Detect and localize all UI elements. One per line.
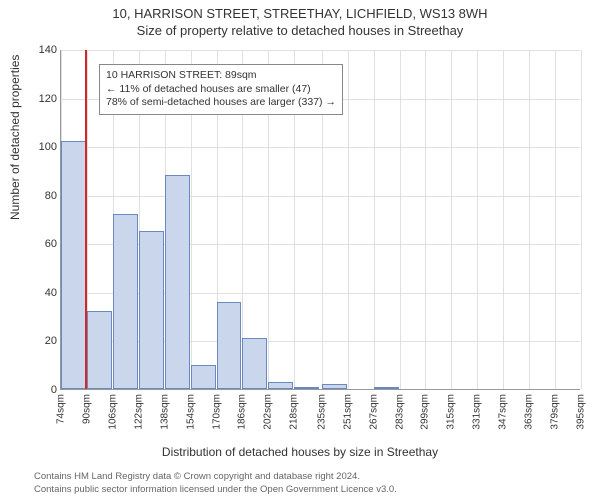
footer-line2: Contains public sector information licen… <box>34 484 397 496</box>
x-tick: 170sqm <box>211 394 222 430</box>
histogram-bar <box>61 141 86 389</box>
y-tick: 120 <box>27 93 57 105</box>
histogram-bar <box>139 231 164 389</box>
gridline-v <box>374 50 375 389</box>
x-tick: 218sqm <box>289 394 300 430</box>
footer-attribution: Contains HM Land Registry data © Crown c… <box>34 471 397 496</box>
histogram-bar <box>87 311 112 389</box>
gridline-v <box>503 50 504 389</box>
x-tick: 90sqm <box>81 394 92 424</box>
gridline-v <box>581 50 582 389</box>
y-tick: 40 <box>27 287 57 299</box>
annotation-box: 10 HARRISON STREET: 89sqm← 11% of detach… <box>99 64 343 115</box>
x-tick: 331sqm <box>472 394 483 430</box>
x-tick: 251sqm <box>342 394 353 430</box>
gridline-v <box>529 50 530 389</box>
annotation-line2: ← 11% of detached houses are smaller (47… <box>106 83 336 97</box>
gridline-v <box>400 50 401 389</box>
x-tick: 202sqm <box>263 394 274 430</box>
plot-area: 02040608010012014074sqm90sqm106sqm122sqm… <box>60 50 580 390</box>
histogram-bar <box>268 382 293 389</box>
x-tick: 122sqm <box>133 394 144 430</box>
histogram-bar <box>165 175 190 389</box>
footer-line1: Contains HM Land Registry data © Crown c… <box>34 471 397 483</box>
gridline-v <box>451 50 452 389</box>
x-tick: 235sqm <box>316 394 327 430</box>
y-tick: 100 <box>27 141 57 153</box>
annotation-line1: 10 HARRISON STREET: 89sqm <box>106 69 336 83</box>
address-line: 10, HARRISON STREET, STREETHAY, LICHFIEL… <box>0 6 600 21</box>
y-tick: 80 <box>27 190 57 202</box>
y-tick: 0 <box>27 384 57 396</box>
histogram-bar <box>374 387 399 389</box>
y-tick: 20 <box>27 335 57 347</box>
y-axis-label: Number of detached properties <box>8 55 22 220</box>
y-tick: 140 <box>27 44 57 56</box>
x-tick: 267sqm <box>368 394 379 430</box>
x-tick: 347sqm <box>498 394 509 430</box>
x-axis-label: Distribution of detached houses by size … <box>0 445 600 459</box>
x-tick: 154sqm <box>185 394 196 430</box>
x-tick: 315sqm <box>446 394 457 430</box>
x-tick: 74sqm <box>56 394 67 424</box>
chart-header: 10, HARRISON STREET, STREETHAY, LICHFIEL… <box>0 0 600 38</box>
chart-area: 02040608010012014074sqm90sqm106sqm122sqm… <box>60 50 580 420</box>
gridline-v <box>425 50 426 389</box>
subtitle-line: Size of property relative to detached ho… <box>0 23 600 38</box>
x-tick: 283sqm <box>394 394 405 430</box>
x-tick: 138sqm <box>159 394 170 430</box>
x-tick: 106sqm <box>107 394 118 430</box>
x-tick: 363sqm <box>524 394 535 430</box>
histogram-bar <box>113 214 138 389</box>
x-tick: 186sqm <box>237 394 248 430</box>
histogram-bar <box>217 302 242 389</box>
gridline-v <box>348 50 349 389</box>
x-tick: 395sqm <box>576 394 587 430</box>
gridline-v <box>555 50 556 389</box>
histogram-bar <box>322 384 347 389</box>
x-tick: 299sqm <box>420 394 431 430</box>
histogram-bar <box>242 338 267 389</box>
x-tick: 379sqm <box>550 394 561 430</box>
property-marker-line <box>85 50 87 389</box>
gridline-v <box>477 50 478 389</box>
histogram-bar <box>294 387 319 389</box>
annotation-line3: 78% of semi-detached houses are larger (… <box>106 96 336 110</box>
y-tick: 60 <box>27 238 57 250</box>
histogram-bar <box>191 365 216 389</box>
